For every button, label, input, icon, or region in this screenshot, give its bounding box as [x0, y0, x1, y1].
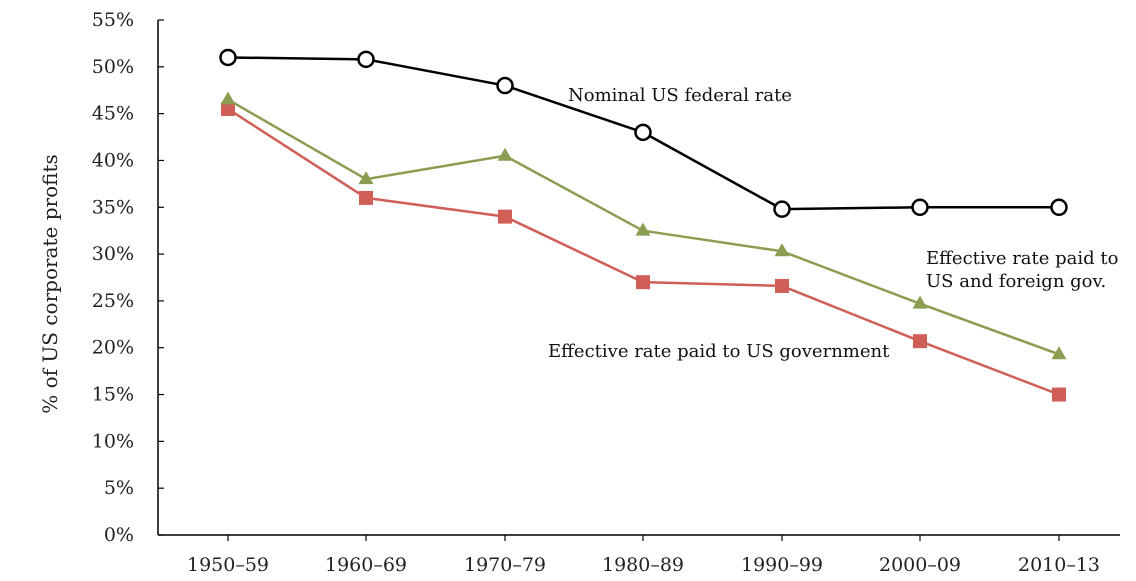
data-point — [912, 295, 928, 309]
x-tick-label: 1990–99 — [741, 554, 823, 576]
series-2 — [221, 101, 1066, 402]
series-annotation: Effective rate paid to — [926, 248, 1118, 269]
y-tick-label: 50% — [92, 56, 134, 78]
data-point — [1051, 346, 1067, 360]
y-tick-label: 15% — [92, 384, 134, 406]
data-point — [636, 275, 650, 290]
x-tick-label: 1970–79 — [464, 554, 546, 576]
y-tick-label: 10% — [92, 430, 134, 452]
x-tick-label: 1980–89 — [602, 554, 684, 576]
data-point — [774, 243, 790, 257]
x-tick-label: 2010–13 — [1018, 554, 1100, 576]
data-point — [1050, 198, 1068, 217]
y-tick-label: 30% — [92, 243, 134, 265]
data-point — [357, 50, 375, 69]
data-point — [911, 198, 929, 217]
data-point — [359, 190, 373, 205]
axes: 0% 5% 10% 15% 20% 25% 30% 35% 40% 45% 50% 55% 1950–5… — [92, 9, 1120, 576]
x-tick-label: 2000–09 — [879, 554, 961, 576]
y-tick-label: 55% — [92, 9, 134, 31]
y-tick-label: 20% — [92, 337, 134, 359]
data-point — [635, 222, 651, 236]
series-layer — [219, 48, 1068, 402]
x-tick-label: 1960–69 — [325, 554, 407, 576]
data-point — [496, 76, 514, 95]
data-point — [220, 91, 236, 105]
data-point — [1052, 387, 1066, 402]
data-point — [913, 334, 927, 349]
data-point — [498, 209, 512, 224]
series-annotation: Nominal US federal rate — [568, 85, 792, 106]
data-point — [497, 147, 513, 161]
y-axis-title: % of US corporate profits — [38, 154, 62, 413]
series-annotation: US and foreign gov. — [926, 271, 1106, 292]
series-1 — [220, 91, 1067, 360]
data-point — [358, 171, 374, 185]
data-point — [221, 101, 235, 116]
series-annotation: Effective rate paid to US government — [548, 341, 890, 362]
y-tick-label: 25% — [92, 290, 134, 312]
y-tick-label: 5% — [104, 477, 134, 499]
annotation-layer: Nominal US federal rate Effective rate pa… — [548, 85, 1118, 362]
series-0 — [219, 48, 1068, 218]
y-tick-label: 35% — [92, 196, 134, 218]
y-tick-label: 40% — [92, 149, 134, 171]
x-tick-label: 1950–59 — [187, 554, 269, 576]
data-point — [773, 200, 791, 218]
y-tick-label: 45% — [92, 103, 134, 125]
data-point — [634, 123, 652, 142]
data-point — [775, 278, 789, 293]
data-point — [219, 48, 237, 67]
y-tick-label: 0% — [104, 524, 134, 546]
